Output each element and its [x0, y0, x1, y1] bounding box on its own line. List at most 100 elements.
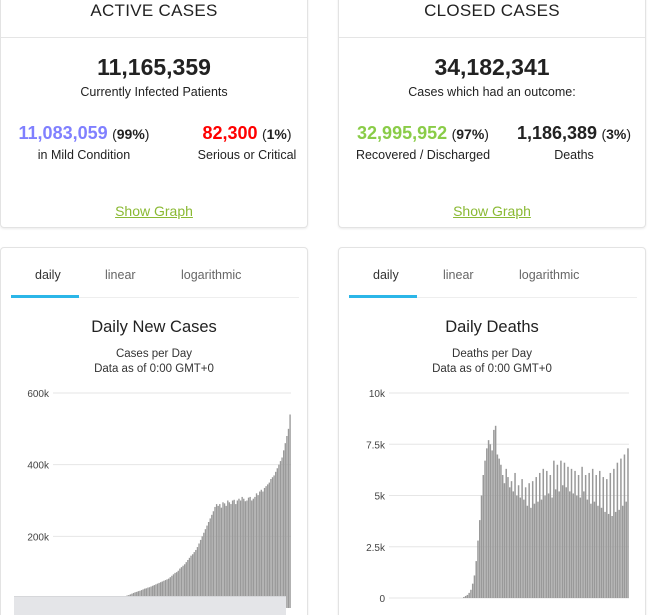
bar — [503, 483, 506, 598]
bar — [613, 468, 615, 598]
deaths-chart-tabs: daily linear logarithmic — [349, 258, 637, 298]
bar — [278, 464, 280, 608]
bar — [238, 498, 240, 608]
bar — [576, 495, 578, 598]
bar — [243, 498, 245, 608]
bar — [177, 570, 179, 608]
bar — [254, 496, 256, 608]
bar — [160, 582, 162, 608]
bar — [540, 499, 543, 598]
bar — [187, 559, 189, 608]
bar — [174, 572, 176, 608]
bar — [531, 481, 534, 598]
tab-logarithmic[interactable]: logarithmic — [519, 268, 580, 282]
mild-condition-stat: 11,083,059 (99%) in Mild Condition — [9, 123, 159, 162]
bar — [206, 525, 208, 608]
bar — [225, 505, 227, 608]
bar — [190, 555, 192, 608]
bar — [286, 436, 288, 608]
chart-data-date: Data as of 0:00 GMT+0 — [432, 363, 552, 375]
bar — [203, 532, 205, 608]
bar — [517, 485, 520, 598]
bar — [263, 487, 266, 608]
mild-condition-value: 11,083,059 — [18, 123, 108, 143]
bar — [554, 489, 557, 598]
bar — [498, 458, 500, 598]
tab-daily[interactable]: daily — [373, 268, 399, 282]
bar — [510, 481, 513, 598]
bar — [584, 475, 587, 598]
active-tab-indicator — [349, 295, 417, 298]
bar — [201, 536, 203, 608]
tab-linear[interactable]: linear — [105, 268, 136, 282]
bar — [204, 529, 207, 608]
bar — [262, 491, 264, 608]
closed-cases-title: CLOSED CASES — [339, 0, 645, 38]
bar — [239, 500, 242, 608]
bar — [236, 500, 239, 608]
bar — [600, 507, 603, 598]
bar — [169, 577, 171, 608]
tab-logarithmic[interactable]: logarithmic — [181, 268, 242, 282]
tab-daily[interactable]: daily — [35, 268, 61, 282]
bar — [606, 479, 608, 598]
bar — [602, 477, 605, 598]
bar — [507, 477, 509, 598]
bar — [537, 501, 539, 598]
bar — [166, 579, 168, 608]
closed-show-graph-link[interactable]: Show Graph — [453, 203, 531, 219]
bar — [268, 482, 270, 608]
bar — [279, 461, 282, 608]
bar — [509, 487, 511, 598]
closed-cases-total-label: Cases which had an outcome: — [408, 85, 576, 99]
deaths-stat: 1,186,389 (3%) Deaths — [509, 123, 639, 162]
recovered-value: 32,995,952 — [357, 123, 448, 143]
bar — [183, 564, 186, 608]
bar — [563, 462, 566, 598]
bar — [486, 448, 488, 598]
y-tick-label: 5k — [374, 492, 386, 503]
bar — [195, 549, 197, 608]
bar — [180, 567, 183, 608]
bar — [553, 460, 555, 598]
bar — [188, 557, 191, 608]
closed-cases-total: 34,182,341 — [434, 54, 550, 80]
bar — [212, 511, 215, 608]
bar — [493, 429, 495, 598]
bar — [501, 475, 504, 598]
active-show-graph-link[interactable]: Show Graph — [115, 203, 193, 219]
bar — [567, 466, 569, 598]
bar — [533, 503, 536, 598]
deaths-pct: (3%) — [601, 126, 632, 142]
bar — [627, 448, 629, 598]
bar — [168, 578, 170, 608]
daily-deaths-chart: 10k 7.5k 5k 2.5k 0 — [366, 389, 629, 605]
bar — [182, 565, 184, 608]
bar — [512, 491, 515, 598]
bar — [549, 475, 552, 598]
bar — [466, 594, 469, 598]
bar — [591, 468, 594, 598]
active-cases-panel: ACTIVE CASES 11,165,359 Currently Infect… — [0, 0, 308, 228]
bar — [241, 496, 243, 608]
serious-critical-pct: (1%) — [261, 126, 292, 142]
bar — [514, 472, 516, 598]
bar — [198, 543, 200, 608]
bar — [235, 504, 237, 608]
bar — [230, 504, 232, 608]
bar — [246, 500, 248, 608]
bar — [252, 498, 255, 608]
bar — [158, 582, 160, 608]
bar — [621, 505, 624, 598]
bar — [620, 458, 622, 598]
bar — [220, 507, 223, 608]
bar — [163, 580, 165, 608]
bar — [526, 505, 529, 598]
bar — [616, 462, 619, 598]
bar — [623, 454, 626, 598]
bar — [244, 501, 247, 608]
tab-linear[interactable]: linear — [443, 268, 474, 282]
y-tick-label: 7.5k — [366, 440, 386, 451]
bar — [217, 505, 219, 608]
bar — [546, 470, 548, 598]
